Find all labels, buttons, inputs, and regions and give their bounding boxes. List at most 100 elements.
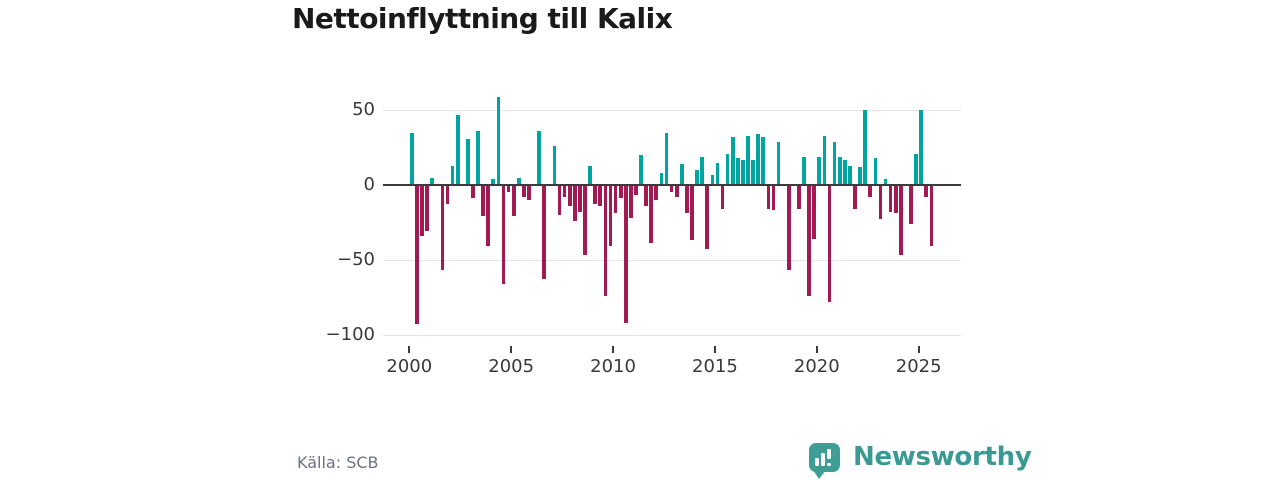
bar-negative (909, 186, 913, 224)
bar-negative (593, 186, 598, 204)
bar-negative (807, 186, 811, 296)
bar-negative (608, 186, 613, 246)
newsworthy-bubble-icon (809, 443, 840, 472)
bar-negative (929, 186, 934, 246)
newsworthy-bars-icon (821, 453, 825, 466)
y-axis-label: −100 (325, 324, 375, 345)
source-text: Källa: SCB (297, 453, 379, 472)
bar-negative (674, 186, 679, 197)
bar-positive (756, 134, 761, 185)
bar-negative (669, 186, 674, 192)
bar-negative (812, 186, 817, 239)
bar-negative (501, 186, 506, 284)
bar-negative (481, 186, 485, 216)
x-axis-label: 2025 (895, 356, 942, 377)
bar-negative (415, 186, 419, 324)
bar-positive (496, 96, 501, 185)
bar-negative (506, 186, 511, 192)
y-axis-label: 0 (363, 174, 375, 195)
bar-positive (491, 179, 496, 185)
bar-negative (572, 186, 577, 221)
bar-positive (883, 179, 888, 185)
bar-positive (817, 156, 822, 185)
bar-negative (567, 186, 572, 206)
bar-negative (868, 186, 873, 197)
bar-negative (853, 186, 857, 209)
x-axis-label: 2020 (793, 356, 840, 377)
bar-negative (583, 186, 587, 255)
bar-negative (618, 186, 623, 198)
bar-negative (654, 186, 659, 200)
bar-positive (802, 156, 806, 185)
newsworthy-wordmark: Newsworthy (853, 442, 1032, 472)
bar-negative (557, 186, 562, 215)
bar-positive (659, 173, 664, 185)
x-axis-tick (510, 346, 513, 353)
x-axis-label: 2000 (386, 356, 433, 377)
bar-negative (685, 186, 689, 213)
bar-negative (766, 186, 771, 209)
bar-negative (527, 186, 531, 200)
newsworthy-exclamation-dot-icon (827, 462, 831, 466)
gridline (383, 259, 961, 261)
y-axis-label: 50 (352, 99, 375, 120)
bar-negative (634, 186, 638, 195)
bar-positive (837, 156, 842, 185)
bar-positive (430, 177, 435, 185)
bar-positive (842, 159, 847, 185)
x-axis-tick (917, 346, 920, 353)
newsworthy-bubble-tail (813, 470, 826, 479)
bar-negative (562, 186, 567, 197)
bar-positive (741, 159, 745, 185)
chart-title: Nettoinflyttning till Kalix (292, 2, 673, 35)
bar-positive (746, 135, 750, 185)
bar-positive (710, 174, 715, 185)
bar-negative (898, 186, 903, 255)
gridline (383, 334, 961, 336)
bar-positive (730, 137, 735, 185)
bar-negative (471, 186, 475, 198)
bar-negative (440, 186, 445, 270)
bar-negative (425, 186, 429, 231)
bar-positive (537, 131, 542, 185)
x-axis-tick (408, 346, 411, 353)
bar-positive (863, 110, 867, 185)
bar-positive (919, 110, 924, 185)
x-axis-tick (612, 346, 615, 353)
newsworthy-exclamation-icon (827, 449, 831, 459)
bar-negative (511, 186, 516, 216)
bar-positive (751, 159, 755, 185)
bar-negative (629, 186, 633, 218)
x-axis-label: 2005 (488, 356, 535, 377)
bar-negative (578, 186, 582, 212)
bar-negative (644, 186, 648, 206)
bar-negative (420, 186, 424, 236)
bar-positive (639, 155, 643, 185)
bar-negative (771, 186, 776, 210)
bar-positive (715, 162, 720, 185)
bar-positive (873, 158, 878, 185)
gridline (383, 109, 961, 111)
bar-negative (888, 186, 893, 212)
y-axis-label: −50 (337, 249, 375, 270)
bar-positive (466, 138, 470, 185)
bar-negative (522, 186, 526, 197)
bar-positive (761, 137, 766, 185)
bar-positive (450, 165, 455, 185)
x-axis-label: 2015 (692, 356, 738, 377)
bar-negative (893, 186, 898, 213)
bar-negative (603, 186, 608, 296)
bar-positive (410, 132, 414, 185)
bar-negative (486, 186, 491, 246)
bar-positive (664, 132, 669, 185)
bar-negative (797, 186, 801, 209)
bar-negative (690, 186, 694, 240)
bar-positive (455, 114, 460, 185)
bar-positive (700, 156, 705, 185)
bar-positive (516, 177, 521, 185)
x-axis-zero-line (383, 184, 961, 186)
bar-positive (679, 164, 684, 185)
x-axis-tick (815, 346, 818, 353)
bar-positive (848, 165, 852, 185)
